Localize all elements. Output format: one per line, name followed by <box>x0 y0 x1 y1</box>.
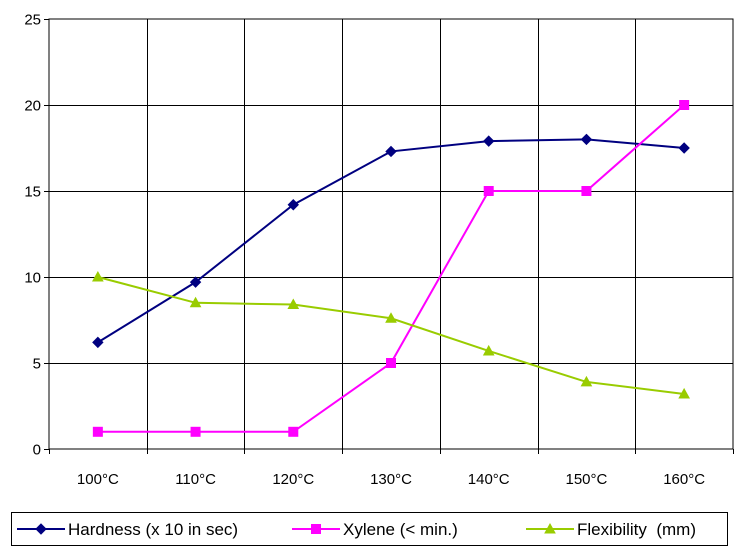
x-tick-label: 160°C <box>663 471 705 488</box>
plot-area-border <box>48 18 734 450</box>
axes: 0 5 10 15 20 25 100°C 110°C 120°C 130°C 140°C 150°C… <box>24 12 734 488</box>
series-line <box>97 138 685 344</box>
data-point <box>483 135 495 147</box>
x-tick-label: 150°C <box>565 471 607 488</box>
legend-marker <box>311 524 321 534</box>
series-2 <box>92 270 690 399</box>
data-point <box>92 426 103 437</box>
data-point <box>189 276 202 288</box>
data-point <box>679 100 690 110</box>
series-0 <box>92 133 690 349</box>
y-tick-label: 5 <box>33 356 41 373</box>
data-point <box>483 186 494 196</box>
data-point <box>386 358 396 368</box>
data-point <box>92 336 104 349</box>
series-layer <box>92 100 690 437</box>
x-tick-label: 110°C <box>175 471 216 488</box>
legend: Hardness (x 10 in sec) Xylene (< min.) Fle… <box>11 512 728 546</box>
legend-marker <box>35 523 47 535</box>
series-line <box>97 276 685 395</box>
y-tick-label: 10 <box>24 270 41 287</box>
x-tick-label: 140°C <box>468 471 510 488</box>
data-point <box>482 344 495 356</box>
x-tick-label: 100°C <box>77 471 119 488</box>
legend-label: Flexibility (mm) <box>577 520 696 539</box>
x-tick-label: 130°C <box>370 471 412 488</box>
data-point <box>678 142 690 154</box>
data-point <box>190 426 201 437</box>
y-tick-label: 15 <box>24 184 41 201</box>
data-point <box>385 145 397 158</box>
data-point <box>287 199 299 211</box>
data-point <box>385 312 397 323</box>
legend-box <box>11 512 728 546</box>
y-tick-label: 25 <box>24 12 41 29</box>
data-point <box>581 186 592 196</box>
data-point <box>189 296 202 308</box>
legend-label: Hardness (x 10 in sec) <box>68 520 238 539</box>
data-point <box>288 426 299 437</box>
legend-label: Xylene (< min.) <box>343 520 458 539</box>
y-tick-label: 0 <box>33 442 41 459</box>
legend-marker <box>544 522 556 534</box>
data-point <box>580 375 593 387</box>
x-tick-label: 120°C <box>272 471 314 488</box>
data-point <box>287 298 300 310</box>
data-point <box>678 387 690 399</box>
data-point <box>92 270 104 282</box>
series-1 <box>92 100 690 437</box>
grid <box>48 18 734 450</box>
data-point <box>580 133 593 146</box>
y-tick-label: 20 <box>24 98 41 115</box>
